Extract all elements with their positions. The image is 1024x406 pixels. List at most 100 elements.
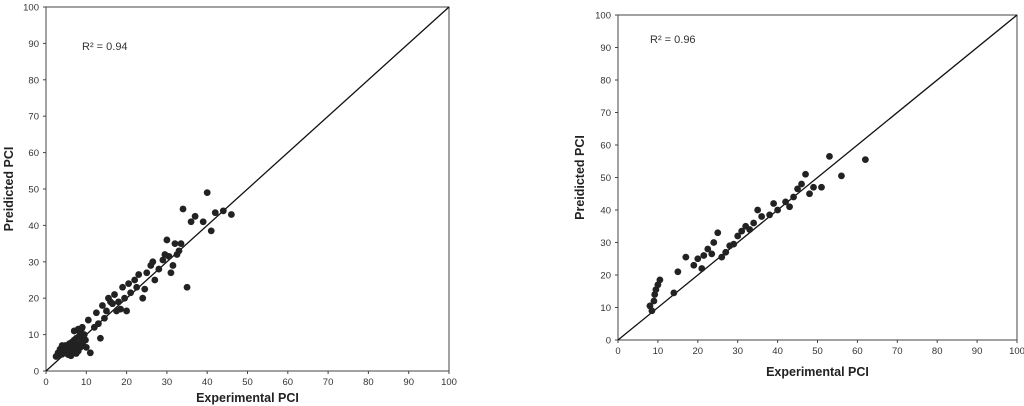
right-data-point	[718, 253, 726, 261]
right-data-point	[774, 206, 781, 214]
left-data-point	[203, 189, 211, 197]
right-x-tick-label: 50	[812, 346, 823, 357]
right-data-point	[782, 198, 789, 206]
right-data-point	[826, 152, 833, 160]
right-data-point	[798, 180, 805, 188]
right-y-tick-label: 80	[600, 76, 611, 87]
right-data-point	[648, 307, 656, 315]
right-data-point	[790, 193, 797, 201]
left-data-point	[133, 283, 141, 291]
right-reference-line	[617, 14, 1018, 341]
left-data-point	[141, 285, 149, 293]
right-data-point	[674, 268, 682, 276]
left-data-point	[219, 207, 227, 215]
left-r-squared-annotation: R² = 0.94	[82, 41, 128, 53]
right-data-point	[690, 261, 698, 269]
left-data-point	[78, 323, 86, 331]
left-x-tick-label: 30	[162, 377, 173, 388]
right-data-point	[730, 240, 738, 248]
right-y-tick-label: 20	[600, 271, 611, 282]
right-x-tick-label: 90	[972, 346, 983, 357]
right-data-point	[754, 206, 762, 214]
right-data-point	[802, 170, 809, 178]
left-x-tick-label: 40	[202, 377, 213, 388]
left-data-point	[86, 349, 94, 357]
left-y-axis-label: Preidicted PCI	[2, 147, 16, 232]
left-data-point	[109, 300, 116, 308]
left-y-tick-label: 30	[28, 257, 39, 268]
scatter-plot-right: 0 10 20 30 40 50 60 70 80 90 100 0 10 20 30 40 50 60 70 80 9…	[573, 11, 1024, 380]
left-data-point	[121, 294, 128, 302]
left-x-tick-label: 20	[121, 377, 132, 388]
right-y-tick-label: 0	[606, 336, 611, 347]
left-data-point	[183, 283, 191, 291]
right-x-tick-label: 100	[1009, 346, 1024, 357]
right-data-point	[838, 172, 845, 180]
left-x-tick-label: 90	[403, 377, 414, 388]
right-data-point	[714, 229, 722, 237]
left-data-point	[123, 307, 130, 315]
left-data-point	[163, 236, 171, 244]
left-data-point	[191, 212, 199, 220]
left-data-point	[82, 343, 90, 351]
right-data-point	[700, 252, 708, 259]
left-data-point	[115, 298, 122, 306]
left-data-point	[111, 291, 118, 298]
right-x-tick-label: 70	[892, 346, 903, 357]
left-data-point	[127, 289, 135, 297]
left-data-point	[179, 205, 187, 213]
right-data-point	[758, 213, 766, 220]
left-y-tick-label: 10	[28, 330, 39, 341]
left-data-point	[149, 258, 157, 266]
right-y-tick-label: 40	[600, 206, 611, 217]
right-y-tick-label: 100	[595, 11, 611, 22]
right-y-tick-label: 70	[600, 108, 611, 119]
left-data-point	[151, 276, 159, 284]
left-data-point	[125, 280, 133, 288]
left-data-point	[175, 247, 183, 255]
left-data-point	[97, 334, 104, 342]
right-data-point	[704, 245, 712, 253]
right-data-point	[746, 226, 754, 233]
left-x-tick-label: 10	[81, 377, 92, 388]
left-reference-line	[45, 6, 450, 372]
right-data-point	[750, 219, 758, 227]
left-y-tick-label: 70	[28, 112, 39, 123]
left-y-tick-label: 60	[28, 148, 39, 159]
left-data-point	[131, 276, 139, 284]
right-x-tick-label: 80	[932, 346, 943, 357]
left-data-point	[155, 265, 163, 273]
right-data-point	[818, 183, 825, 191]
left-data-point	[135, 271, 143, 278]
right-r-squared-annotation: R² = 0.96	[650, 34, 696, 46]
left-x-tick-label: 100	[441, 377, 457, 388]
right-data-point	[738, 227, 746, 235]
right-x-tick-label: 0	[615, 346, 620, 357]
left-data-point	[92, 309, 100, 317]
left-data-point	[72, 334, 80, 342]
left-data-point	[167, 269, 175, 277]
left-x-axis-label: Experimental PCI	[196, 391, 299, 405]
right-y-tick-label: 90	[600, 43, 611, 54]
left-data-point	[159, 256, 167, 264]
right-data-point	[734, 232, 742, 240]
left-data-point	[143, 269, 151, 277]
left-y-tick-label: 50	[28, 185, 39, 196]
left-x-tick-label: 80	[363, 377, 374, 388]
right-data-point	[786, 203, 793, 211]
left-data-point	[211, 209, 219, 217]
right-x-tick-label: 30	[732, 346, 743, 357]
left-data-point	[101, 314, 108, 322]
left-data-point	[165, 252, 173, 260]
left-x-tick-label: 50	[242, 377, 253, 388]
left-data-point	[171, 240, 179, 248]
right-y-tick-label: 30	[600, 238, 611, 249]
left-data-point	[119, 283, 126, 291]
right-x-tick-label: 10	[653, 346, 664, 357]
left-data-point	[58, 342, 66, 349]
right-data-point	[656, 276, 664, 284]
left-data-point	[169, 262, 177, 269]
right-data-point	[694, 255, 702, 263]
left-data-point	[139, 294, 147, 302]
